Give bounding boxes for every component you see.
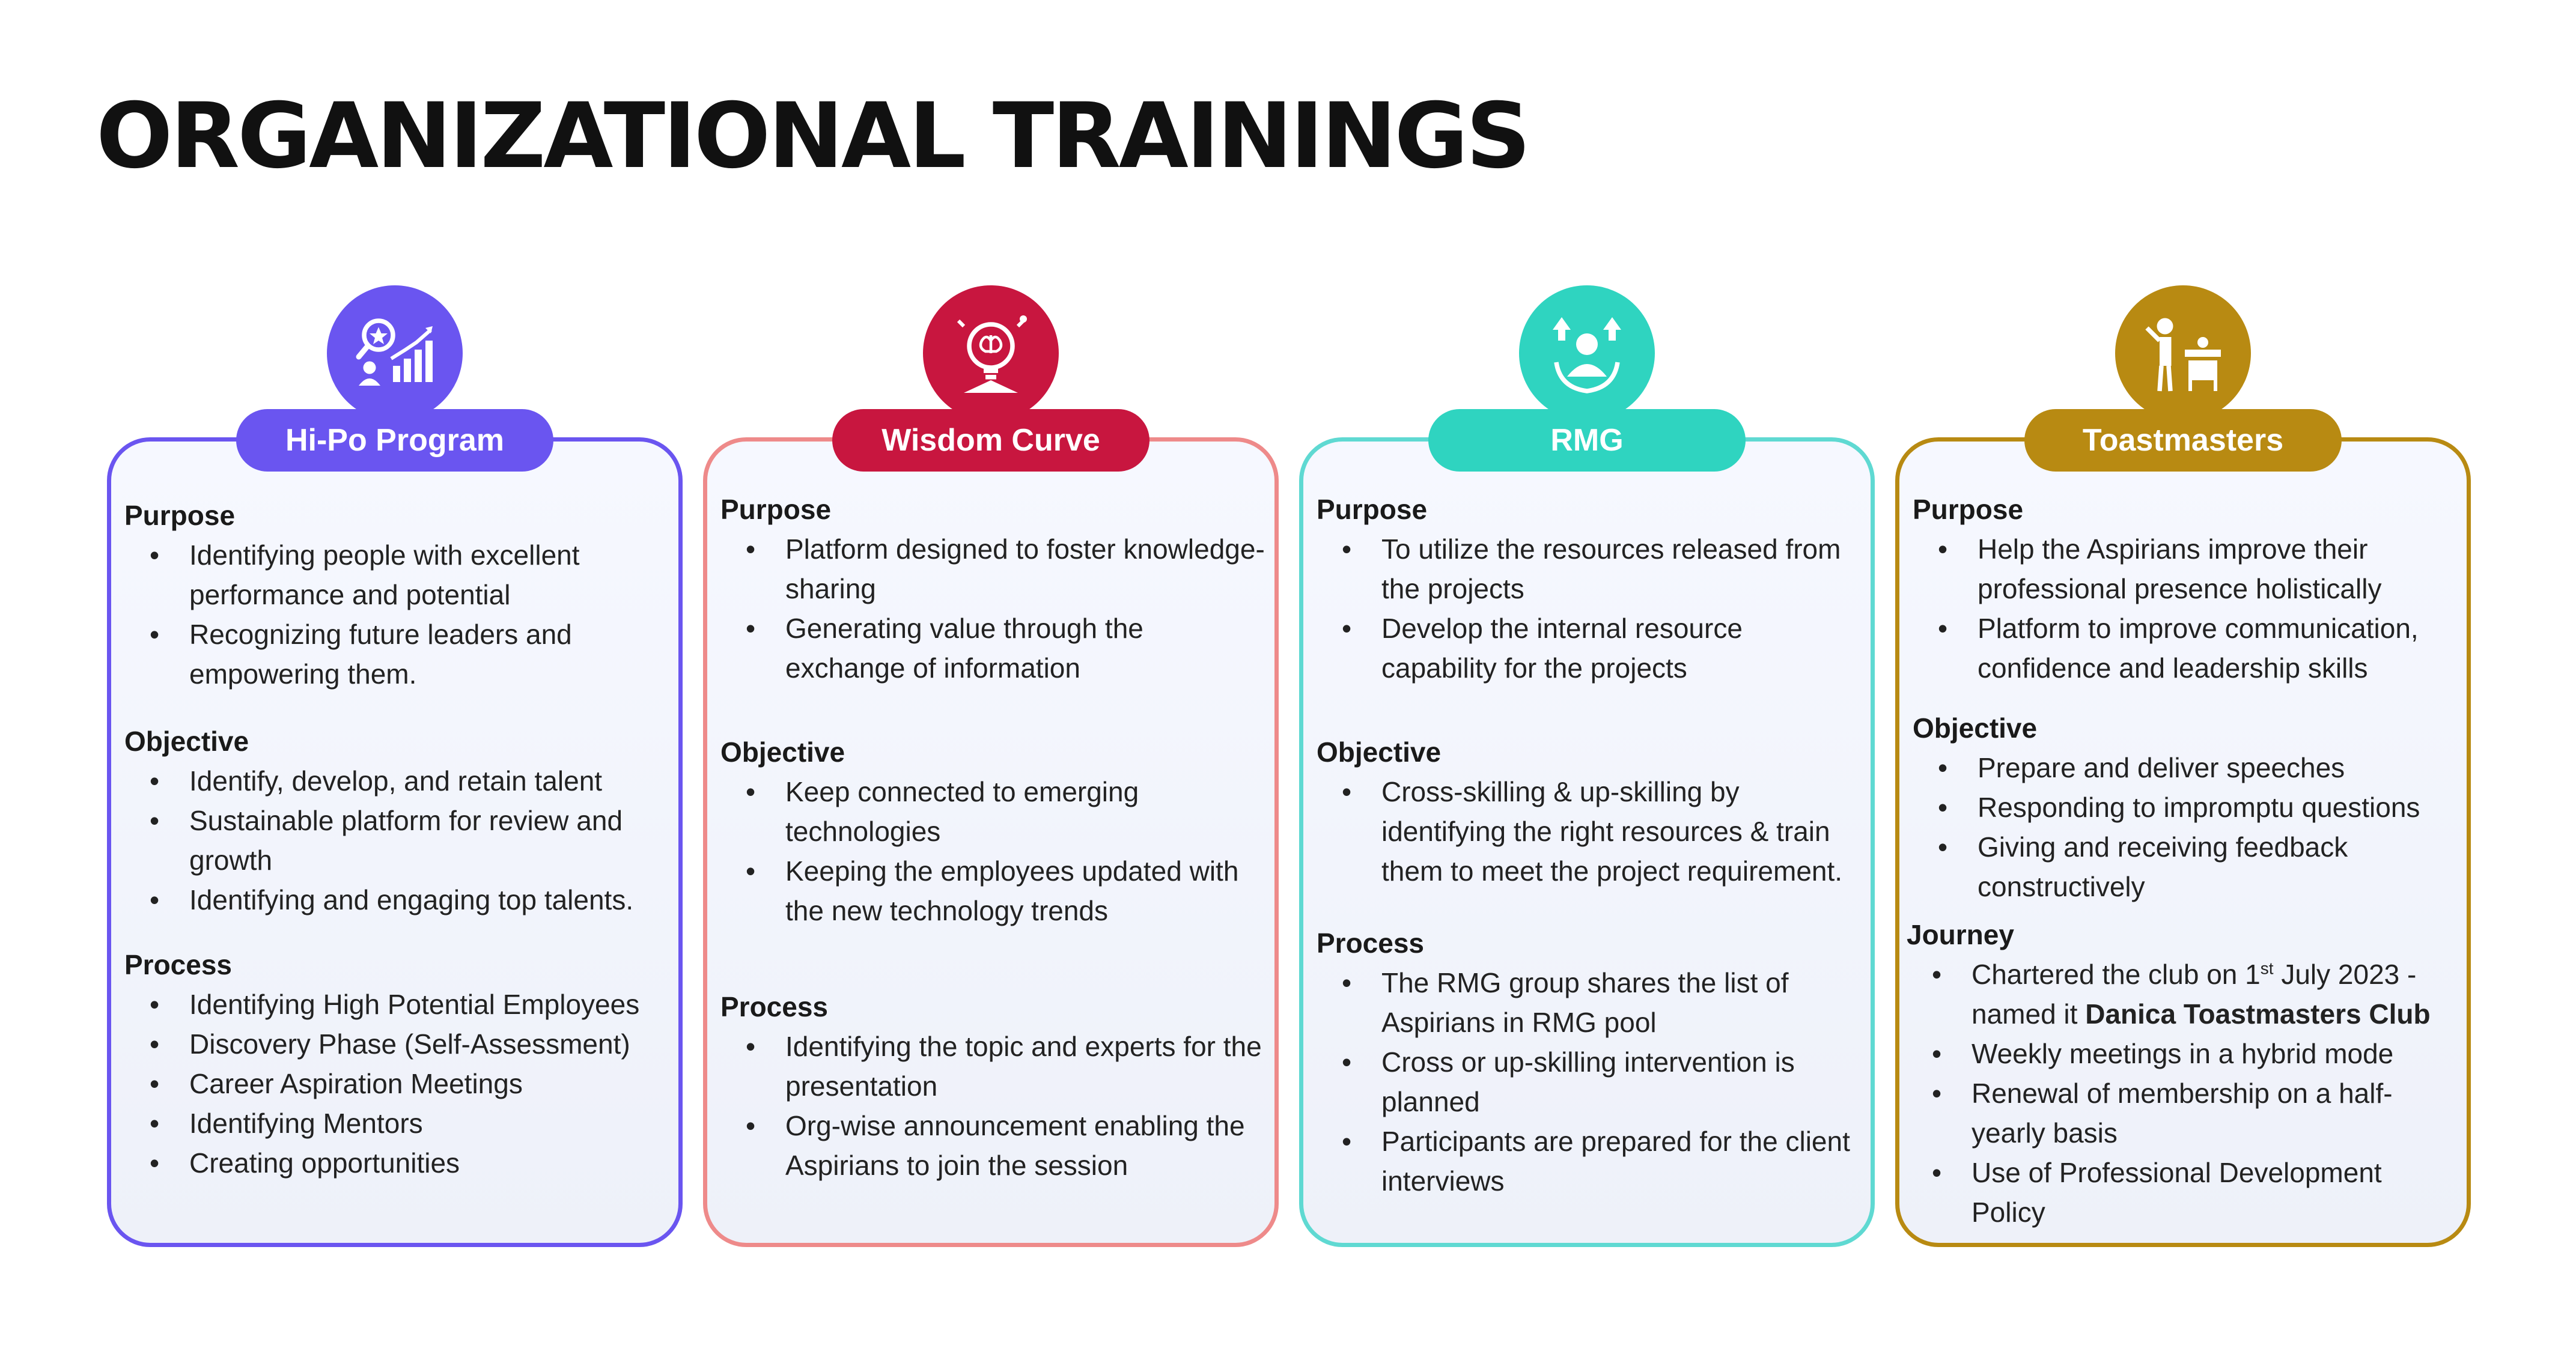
list-item: Platform designed to foster knowledge-sh… [720, 529, 1266, 609]
section-title-journey: Journey [1907, 919, 2014, 950]
list-item: Sustainable platform for review and grow… [124, 801, 670, 880]
objective-list: Cross-skilling & up-skilling by identify… [1317, 772, 1862, 891]
purpose-list: Identifying people with excellent perfor… [124, 535, 670, 694]
career-growth-chart-icon [327, 285, 463, 421]
section-title-process: Process [1317, 927, 1425, 959]
section-title-purpose: Purpose [720, 494, 832, 525]
training-card-rmg: RMG Purpose To utilize the resources rel… [1299, 285, 1875, 1247]
list-item: The RMG group shares the list of Aspiria… [1317, 963, 1862, 1042]
section-title-process: Process [124, 949, 233, 980]
list-item: Identifying the topic and experts for th… [720, 1027, 1266, 1106]
list-item: To utilize the resources released from t… [1317, 529, 1862, 609]
purpose-list: To utilize the resources released from t… [1317, 529, 1862, 688]
list-item: Cross or up-skilling intervention is pla… [1317, 1042, 1862, 1122]
section-title-purpose: Purpose [124, 500, 236, 531]
speaker-podium-icon [2115, 285, 2251, 421]
card-content: Purpose To utilize the resources release… [1317, 493, 1862, 1232]
list-item: Renewal of membership on a half-yearly b… [1907, 1073, 2458, 1153]
list-item: Keeping the employees updated with the n… [720, 851, 1266, 930]
list-item: Identifying Mentors [124, 1103, 670, 1143]
section-title-process: Process [720, 991, 829, 1022]
list-item: Chartered the club on 1st July 2023 - na… [1907, 955, 2458, 1034]
list-item: Career Aspiration Meetings [124, 1064, 670, 1103]
resource-upskill-icon [1519, 285, 1655, 421]
objective-list: Identify, develop, and retain talent Sus… [124, 761, 670, 920]
card-content: Purpose Identifying people with excellen… [124, 499, 670, 1214]
section-title-objective: Objective [1913, 712, 2038, 744]
list-item: Org-wise announcement enabling the Aspir… [720, 1106, 1266, 1185]
journey-text: Chartered the club on 1 [1972, 959, 2261, 990]
ordinal-suffix: st [2260, 959, 2274, 978]
section-title-objective: Objective [720, 736, 845, 768]
club-name: Danica Toastmasters Club [2085, 998, 2431, 1030]
training-card-hipo: Hi-Po Program Purpose Identifying people… [107, 285, 683, 1247]
list-item: Platform to improve communication, confi… [1913, 609, 2458, 688]
process-list: Identifying High Potential Employees Dis… [124, 985, 670, 1183]
list-item: Responding to impromptu questions [1913, 788, 2458, 827]
card-content: Purpose Platform designed to foster know… [720, 493, 1266, 1216]
card-name-badge: Toastmasters [2024, 409, 2342, 472]
list-item: Giving and receiving feedback constructi… [1913, 827, 2458, 906]
list-item: Weekly meetings in a hybrid mode [1907, 1034, 2458, 1073]
purpose-list: Help the Aspirians improve their profess… [1913, 529, 2458, 688]
purpose-list: Platform designed to foster knowledge-sh… [720, 529, 1266, 688]
list-item: Identifying High Potential Employees [124, 985, 670, 1024]
list-item: Creating opportunities [124, 1143, 670, 1183]
list-item: Keep connected to emerging technologies [720, 772, 1266, 851]
list-item: Generating value through the exchange of… [720, 609, 1266, 688]
process-list: The RMG group shares the list of Aspiria… [1317, 963, 1862, 1201]
section-title-objective: Objective [1317, 736, 1442, 768]
training-card-wisdom-curve: Wisdom Curve Purpose Platform designed t… [703, 285, 1279, 1247]
list-item: Discovery Phase (Self-Assessment) [124, 1024, 670, 1064]
list-item: Identify, develop, and retain talent [124, 761, 670, 801]
list-item: Prepare and deliver speeches [1913, 748, 2458, 788]
card-content: Purpose Help the Aspirians improve their… [1907, 493, 2458, 1263]
list-item: Help the Aspirians improve their profess… [1913, 529, 2458, 609]
process-list: Identifying the topic and experts for th… [720, 1027, 1266, 1185]
objective-list: Prepare and deliver speeches Responding … [1913, 748, 2458, 906]
brain-lightbulb-icon [923, 285, 1059, 421]
objective-list: Keep connected to emerging technologies … [720, 772, 1266, 930]
list-item: Participants are prepared for the client… [1317, 1122, 1862, 1201]
list-item: Recognizing future leaders and empowerin… [124, 615, 670, 694]
list-item: Cross-skilling & up-skilling by identify… [1317, 772, 1862, 891]
list-item: Identifying people with excellent perfor… [124, 535, 670, 615]
card-name-badge: RMG [1428, 409, 1746, 472]
card-name-badge: Wisdom Curve [832, 409, 1149, 472]
journey-text: July 2023 - named it [1972, 959, 2417, 1030]
list-item: Identifying and engaging top talents. [124, 880, 670, 920]
training-card-toastmasters: Toastmasters Purpose Help the Aspirians … [1895, 285, 2471, 1247]
page-title: ORGANIZATIONAL TRAININGS [96, 84, 1531, 189]
card-name-badge: Hi-Po Program [236, 409, 553, 472]
section-title-purpose: Purpose [1317, 494, 1428, 525]
section-title-purpose: Purpose [1913, 494, 2024, 525]
journey-list: Chartered the club on 1st July 2023 - na… [1907, 955, 2458, 1232]
list-item: Develop the internal resource capability… [1317, 609, 1862, 688]
list-item: Use of Professional Development Policy [1907, 1153, 2458, 1232]
section-title-objective: Objective [124, 726, 249, 757]
